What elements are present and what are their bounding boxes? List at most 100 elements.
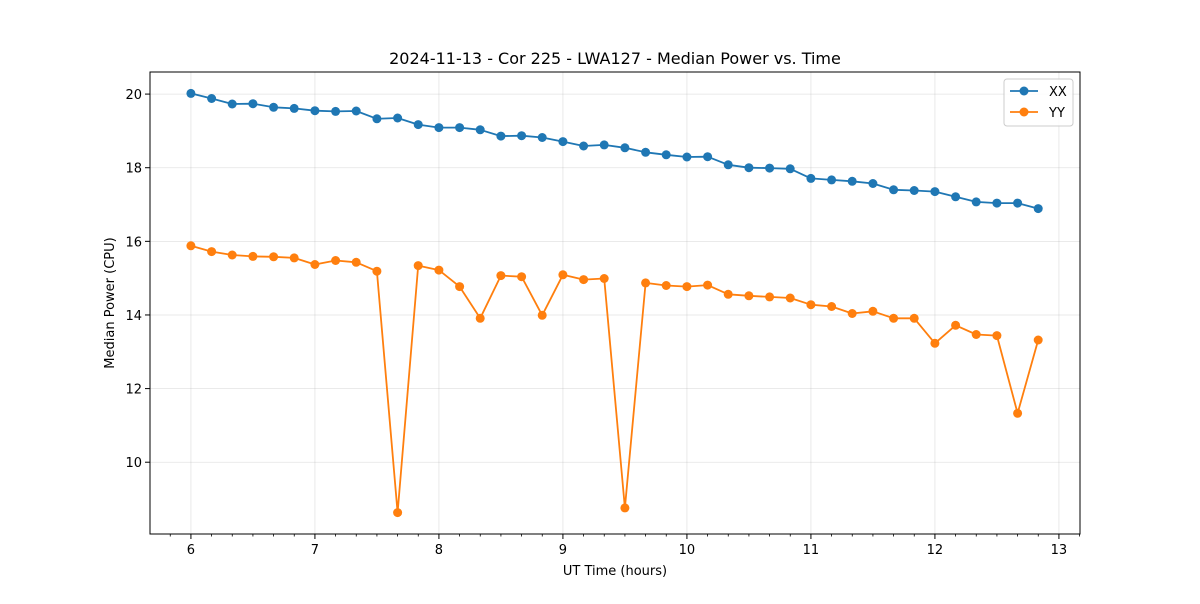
data-point-yy: [372, 266, 382, 276]
data-point-yy: [310, 260, 320, 269]
y-tick-label: 18: [125, 162, 142, 177]
data-point-yy: [413, 261, 423, 271]
data-point-xx: [331, 106, 341, 116]
data-point-xx: [868, 179, 878, 188]
data-point-xx: [227, 99, 237, 109]
plot-frame: [149, 71, 1081, 535]
data-point-xx: [847, 176, 857, 186]
data-point-yy: [909, 313, 919, 323]
x-tick-label: 13: [1051, 543, 1068, 558]
data-point-xx: [889, 185, 899, 195]
data-point-yy: [579, 275, 589, 285]
data-point-yy: [785, 293, 795, 303]
data-point-xx: [1033, 204, 1043, 214]
y-tick-label: 14: [125, 309, 142, 324]
data-point-xx: [537, 133, 547, 142]
data-point-yy: [682, 282, 692, 292]
data-point-yy: [269, 252, 279, 262]
data-point-yy: [537, 310, 547, 320]
data-point-xx: [971, 197, 981, 207]
data-point-yy: [723, 289, 733, 299]
legend-label-yy: YY: [1048, 106, 1065, 121]
data-point-yy: [951, 320, 961, 330]
data-point-xx: [517, 131, 527, 141]
data-point-xx: [351, 106, 361, 116]
legend-swatch-marker-xx: [1019, 86, 1029, 96]
axis-layer: 6 7 8 9 10 11 12 13 10 12 14 16 18 20: [125, 88, 1080, 558]
x-tick-label: 10: [679, 543, 696, 558]
data-point-xx: [806, 173, 816, 183]
x-tick-label: 9: [559, 543, 567, 558]
legend-swatch-marker-yy: [1019, 107, 1029, 117]
data-point-xx: [951, 192, 961, 202]
data-point-yy: [558, 270, 568, 280]
y-tick-label: 12: [125, 383, 142, 398]
x-tick-label: 11: [803, 543, 820, 558]
data-point-yy: [765, 292, 775, 302]
data-point-yy: [207, 247, 217, 257]
data-point-xx: [413, 120, 423, 130]
data-point-xx: [827, 175, 837, 185]
data-point-yy: [806, 300, 816, 310]
data-point-yy: [930, 338, 940, 348]
x-tick-label: 6: [187, 543, 195, 558]
y-axis-label: Median Power (CPU): [103, 237, 118, 368]
x-tick-label: 8: [435, 543, 443, 558]
data-point-yy: [434, 265, 444, 275]
series-layer: [186, 88, 1043, 518]
data-point-xx: [475, 125, 485, 135]
data-point-xx: [372, 114, 382, 124]
data-point-yy: [703, 280, 713, 290]
data-point-xx: [909, 186, 919, 195]
data-point-yy: [517, 272, 527, 282]
data-point-yy: [971, 330, 981, 339]
data-point-xx: [1013, 198, 1023, 208]
data-point-yy: [393, 508, 403, 518]
data-point-yy: [455, 282, 465, 292]
data-point-yy: [331, 256, 341, 265]
data-point-yy: [248, 251, 258, 261]
data-point-yy: [289, 253, 299, 263]
data-point-xx: [620, 143, 630, 153]
data-point-xx: [186, 88, 196, 98]
data-point-xx: [393, 113, 403, 123]
data-point-yy: [1013, 408, 1023, 418]
data-point-xx: [992, 198, 1002, 208]
data-point-yy: [847, 309, 857, 318]
data-point-yy: [744, 291, 754, 301]
legend-label-xx: XX: [1049, 85, 1067, 100]
data-point-yy: [889, 313, 899, 323]
data-point-xx: [248, 99, 258, 109]
data-point-yy: [827, 302, 837, 311]
data-point-xx: [496, 131, 506, 141]
data-point-yy: [351, 257, 361, 267]
data-point-yy: [599, 274, 609, 283]
data-point-xx: [785, 164, 795, 174]
data-point-yy: [992, 331, 1002, 341]
x-tick-label: 12: [927, 543, 944, 558]
data-point-xx: [682, 152, 692, 162]
data-point-xx: [434, 123, 444, 133]
data-point-xx: [455, 123, 465, 133]
data-point-yy: [868, 306, 878, 316]
data-point-yy: [186, 241, 196, 251]
data-point-xx: [558, 137, 568, 147]
data-point-yy: [1033, 335, 1043, 345]
data-point-xx: [703, 152, 713, 162]
y-tick-label: 20: [125, 88, 142, 103]
data-point-xx: [765, 163, 775, 173]
data-point-xx: [599, 140, 609, 150]
data-point-xx: [579, 141, 589, 151]
data-point-yy: [620, 503, 630, 513]
data-point-xx: [289, 103, 299, 113]
chart-title: 2024-11-13 - Cor 225 - LWA127 - Median P…: [389, 49, 841, 68]
data-point-xx: [310, 106, 320, 116]
x-axis-label: UT Time (hours): [563, 564, 667, 579]
data-point-xx: [207, 94, 217, 103]
data-point-xx: [744, 163, 754, 173]
y-tick-label: 10: [125, 456, 142, 471]
x-tick-label: 7: [311, 543, 319, 558]
data-point-xx: [930, 187, 940, 197]
